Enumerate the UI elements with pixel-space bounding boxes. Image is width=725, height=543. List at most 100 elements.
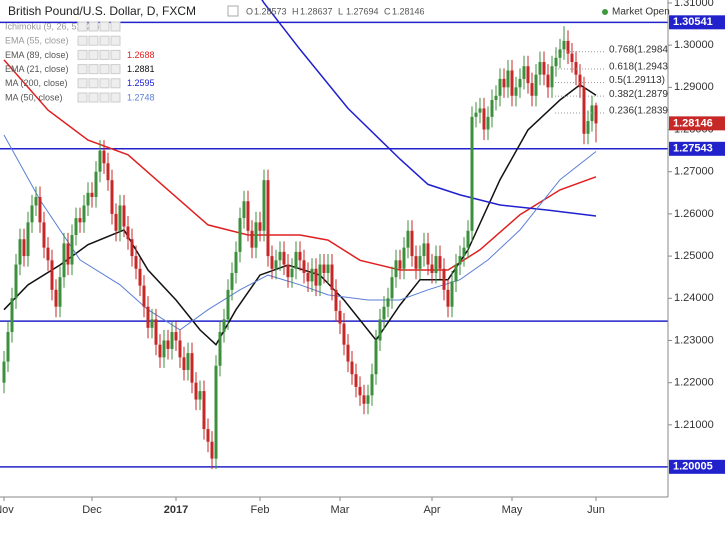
chart-title: British Pound/U.S. Dollar, D, FXCM: [8, 4, 196, 18]
candle-body: [550, 66, 554, 88]
legend-icon: [99, 35, 110, 46]
candle-body: [266, 180, 270, 257]
candle-body: [6, 332, 10, 362]
legend-icon: [88, 78, 99, 89]
candle-body: [174, 332, 178, 341]
legend-icon: [110, 92, 121, 103]
legend-name: MA (50, close): [5, 92, 63, 102]
fib-label: 0.768(1.29843): [609, 44, 677, 55]
x-tick-label: Jun: [587, 504, 605, 516]
ohlc-letter: O: [246, 6, 253, 16]
icon: [227, 5, 239, 17]
candle-body: [90, 192, 94, 198]
candle-body: [286, 264, 290, 278]
candle-body: [94, 171, 98, 198]
x-tick-label: Feb: [251, 504, 270, 516]
legend-name: EMA (89, close): [5, 50, 69, 60]
candle-body: [74, 218, 78, 235]
candle-body: [130, 239, 134, 257]
candle-body: [22, 239, 26, 257]
candle-body: [418, 256, 422, 269]
candle-body: [342, 323, 346, 345]
legend-icon: [77, 64, 88, 75]
fib-label: 0.236(1.28393): [609, 106, 677, 117]
x-tick-label: Dec: [82, 504, 102, 516]
indicator-name: Ichimoku (9, 26, 52, 26): [5, 21, 100, 31]
market-status: Market Open: [612, 7, 670, 18]
legend-value: 1.2595: [127, 78, 155, 88]
candle-body: [570, 53, 574, 63]
legend-name: MA (200, close): [5, 78, 68, 88]
candle-body: [494, 95, 498, 100]
legend-icon: [88, 49, 99, 60]
legend-icon: [88, 92, 99, 103]
legend-icon: [77, 35, 88, 46]
ohlc-value: 1.27694: [346, 6, 379, 16]
candle-body: [290, 268, 294, 278]
candle-body: [358, 386, 362, 396]
candle-body: [566, 40, 570, 54]
candle-body: [234, 251, 238, 273]
ma-line: [3, 134, 597, 331]
candle-body: [462, 247, 466, 257]
candle-body: [118, 205, 122, 231]
candle-body: [146, 306, 150, 328]
candle-body: [582, 87, 586, 134]
candle-body: [442, 268, 446, 290]
candle-body: [482, 108, 486, 130]
candle-body: [154, 319, 158, 345]
candle-body: [134, 256, 138, 269]
ma-line: [3, 59, 597, 271]
candle-body: [66, 243, 70, 265]
legend-icon: [99, 21, 110, 32]
candle-body: [26, 222, 30, 257]
candle-body: [514, 87, 518, 96]
candle-body: [334, 289, 338, 311]
legend-icon: [99, 64, 110, 75]
legend-icon: [99, 78, 110, 89]
candle-body: [470, 116, 474, 231]
candle-body: [170, 332, 174, 349]
candle-body: [430, 264, 434, 273]
last-price-bg: [669, 116, 725, 131]
candle-body: [314, 268, 318, 286]
y-tick-label: 1.29000: [674, 81, 714, 93]
candle-body: [478, 108, 482, 113]
candle-body: [454, 264, 458, 282]
candle-body: [522, 66, 526, 79]
candle-body: [238, 218, 242, 252]
fib-label: 0.618(1.29434): [609, 62, 677, 73]
candle-body: [310, 268, 314, 282]
candle-body: [198, 391, 202, 400]
legend-icon: [110, 49, 121, 60]
candle-body: [178, 340, 182, 358]
candle-body: [338, 310, 342, 324]
fib-label: 0.382(1.28791): [609, 89, 677, 100]
candle-body: [254, 222, 258, 248]
status-dot: [602, 9, 608, 15]
y-tick-label: 1.24000: [674, 292, 714, 304]
candle-body: [474, 112, 478, 117]
level-label-bg: [669, 141, 725, 156]
x-tick-label: 2017: [164, 504, 188, 516]
candle-body: [414, 256, 418, 269]
candle-body: [226, 289, 230, 320]
level-label-bg: [669, 15, 725, 30]
candle-body: [490, 99, 494, 117]
level-label: 1.27543: [673, 143, 713, 155]
candle-body: [330, 264, 334, 290]
candle-body: [166, 340, 170, 349]
candle-body: [34, 197, 38, 206]
candle-body: [50, 260, 54, 290]
candle-body: [326, 264, 330, 273]
candle-body: [346, 344, 350, 362]
candle-body: [98, 150, 102, 172]
candle-body: [114, 213, 118, 231]
candle-body: [110, 180, 114, 214]
candle-body: [190, 353, 194, 383]
candle-body: [210, 441, 214, 459]
candle-body: [302, 260, 306, 273]
candle-body: [426, 243, 430, 265]
